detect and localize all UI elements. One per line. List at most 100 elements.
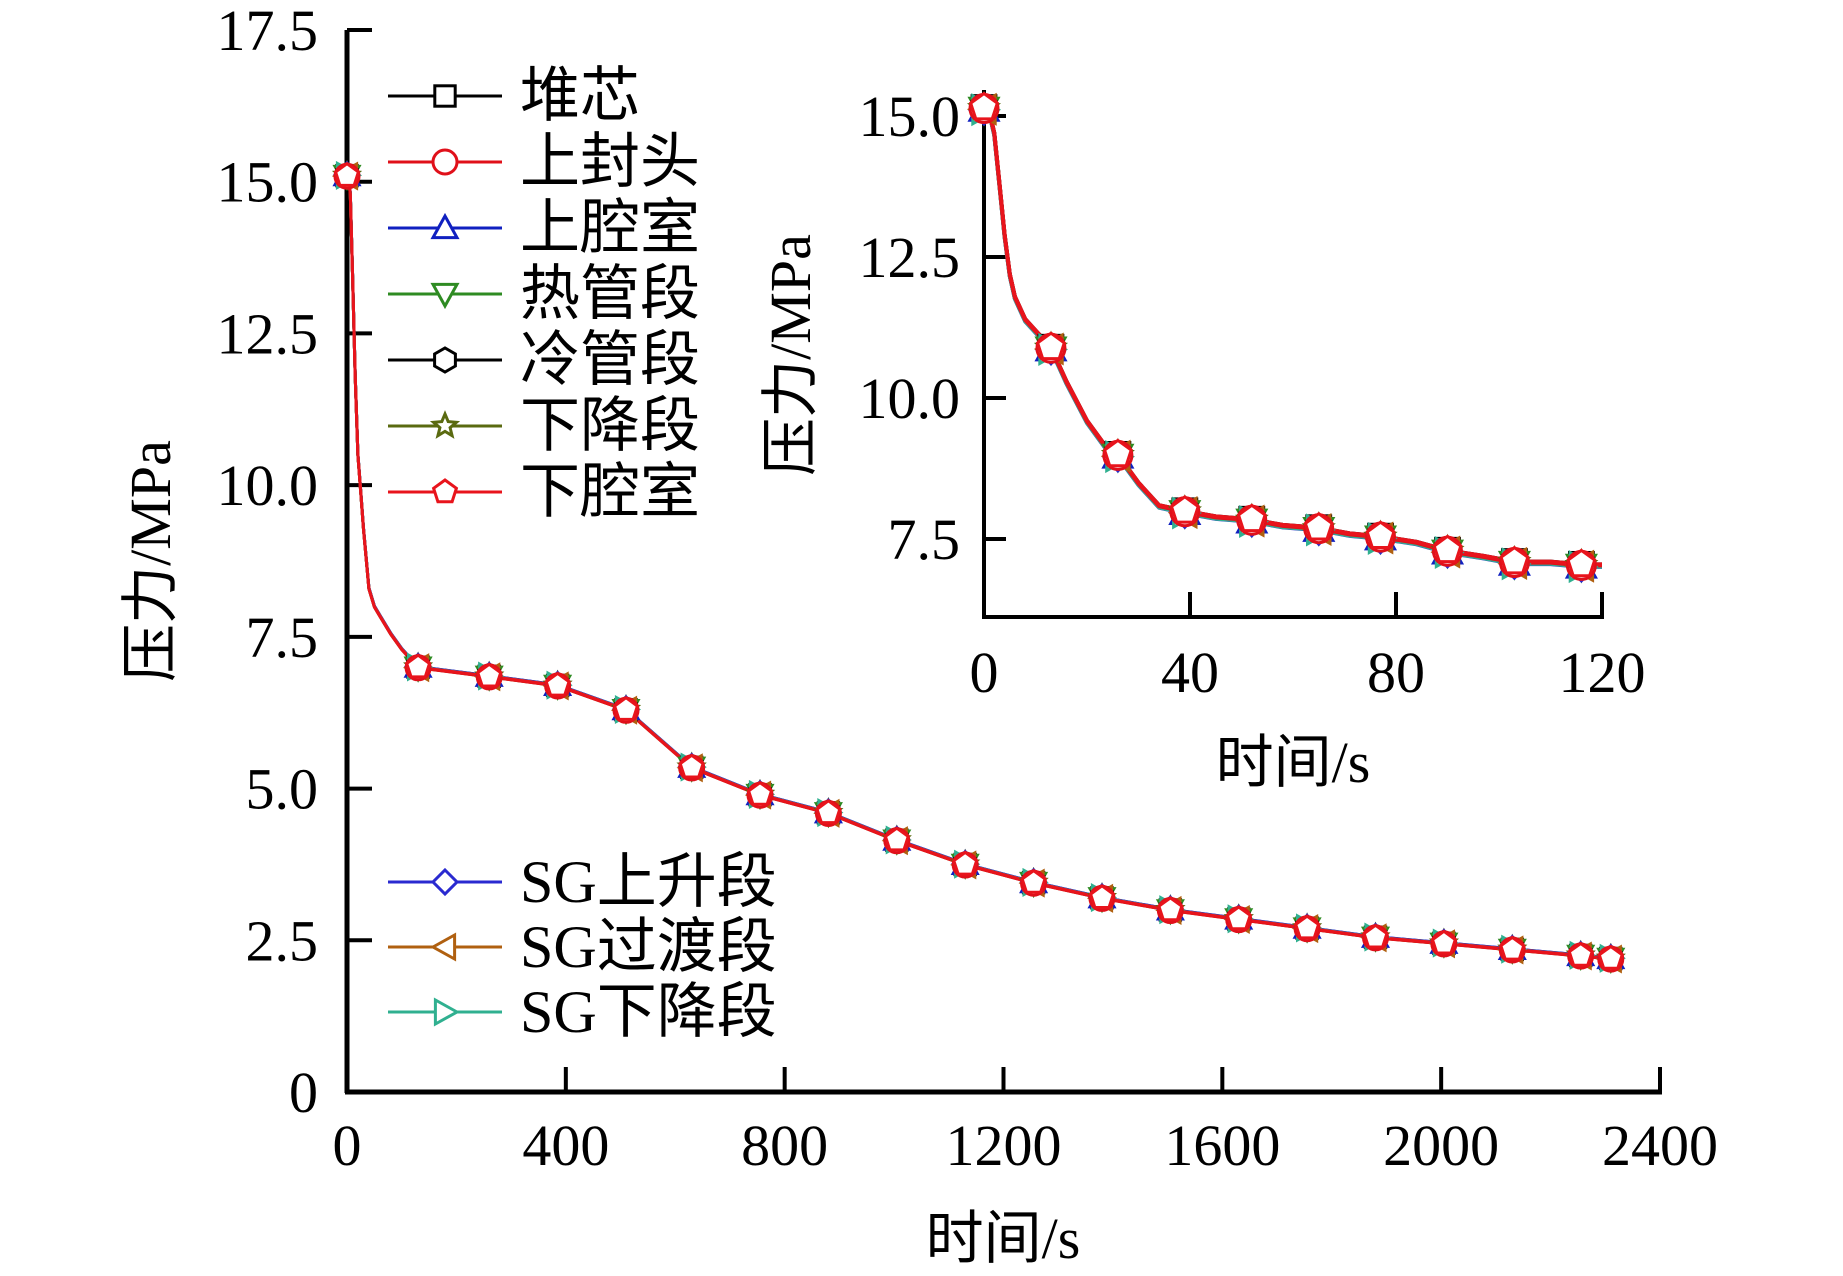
inset-data-point	[1303, 511, 1334, 541]
inset-series-line	[982, 100, 1602, 569]
inset-series-line	[982, 100, 1602, 569]
legend-label: SG下降段	[520, 979, 777, 1045]
legend-item: 上封头	[388, 129, 700, 195]
triangle-left-marker-icon	[429, 932, 457, 962]
x-tick-label: 400	[522, 1113, 609, 1178]
inset-series-line	[982, 98, 1602, 567]
inset-data-point	[1566, 548, 1597, 578]
x-tick-label: 800	[741, 1113, 828, 1178]
y-tick-label: 17.5	[217, 0, 319, 63]
main-y-ticks: 0 2.5 5.0 7.5 10.0 12.5 15.0 17.5	[217, 0, 372, 1125]
legend-item: 上腔室	[388, 195, 700, 261]
main-data-point	[612, 695, 640, 721]
main-data-point	[1225, 905, 1252, 931]
legend-label: 堆芯	[520, 63, 640, 129]
inset-data-point	[1499, 545, 1530, 575]
inset-x-tick-label: 40	[1161, 640, 1219, 705]
inset-x-axis-title: 时间/s	[1216, 730, 1371, 795]
legend-item: SG上升段	[388, 849, 777, 915]
main-data-point	[1430, 929, 1458, 955]
inset-x-tick-label: 0	[970, 640, 999, 705]
y-tick-label: 12.5	[217, 301, 319, 366]
legend-label: 冷管段	[520, 327, 700, 393]
star-marker-icon	[429, 410, 461, 439]
y-tick-label: 0	[289, 1060, 318, 1125]
inset-data-point	[1035, 331, 1067, 361]
main-data-point	[1597, 944, 1624, 970]
main-data-point	[746, 780, 774, 806]
y-tick-label: 2.5	[246, 908, 319, 973]
legend-label: 热管段	[520, 261, 700, 327]
inset-axes: 0 40 80 120 7.5 10.0 12.5 15.0 时间/s 压力/MPa	[758, 84, 1646, 795]
legend-label: 下降段	[520, 393, 700, 459]
inset-series-line	[982, 98, 1602, 567]
y-tick-label: 15.0	[217, 150, 319, 215]
legend-label: 上封头	[520, 129, 700, 195]
inset-series-line	[982, 99, 1602, 568]
main-data-point	[476, 662, 503, 688]
main-data-point	[1362, 923, 1389, 949]
legend-item: 堆芯	[388, 63, 640, 129]
y-tick-label: 10.0	[217, 453, 319, 518]
main-data-point	[544, 671, 571, 697]
main-data-point	[883, 826, 910, 852]
main-data-point	[333, 161, 361, 187]
main-data-point	[1157, 896, 1184, 922]
inset-series-line	[982, 98, 1602, 567]
legend-item: SG过渡段	[388, 914, 777, 980]
diamond-marker-icon	[430, 867, 460, 897]
main-plot-area	[331, 159, 1626, 974]
main-x-axis-title: 时间/s	[926, 1206, 1081, 1271]
inset-series-line	[982, 99, 1602, 568]
main-data-point	[1088, 883, 1116, 909]
x-tick-label: 1600	[1164, 1113, 1280, 1178]
legend-item: SG下降段	[388, 979, 777, 1045]
main-data-point	[1499, 935, 1526, 961]
legend-item: 下腔室	[388, 459, 700, 525]
main-data-point	[952, 850, 979, 876]
legend-label: 下腔室	[520, 459, 700, 525]
inset-y-axis-title: 压力/MPa	[758, 234, 823, 476]
legend-label: 上腔室	[520, 195, 700, 261]
main-data-point	[815, 798, 842, 825]
main-y-axis-title: 压力/MPa	[118, 440, 183, 682]
y-tick-label: 7.5	[246, 605, 319, 670]
x-tick-label: 2400	[1602, 1113, 1718, 1178]
triangle-down-marker-icon	[430, 282, 460, 310]
pentagon-marker-icon	[431, 478, 459, 504]
inset-x-tick-label: 120	[1559, 640, 1646, 705]
main-x-ticks: 0 400 800 1200 1600 2000 2400	[333, 1067, 1718, 1178]
legend-label: SG过渡段	[520, 914, 777, 980]
inset-x-tick-label: 80	[1367, 640, 1425, 705]
inset-y-ticks: 7.5 10.0 12.5 15.0	[859, 84, 1006, 572]
inset-y-tick-label: 7.5	[888, 507, 961, 572]
hexagon-marker-icon	[433, 346, 457, 374]
main-axes: 0 400 800 1200 1600 2000 2400 02.55.07.510.012…	[118, 0, 1718, 1271]
circle-marker-icon	[431, 148, 459, 176]
legend-item: 下降段	[388, 393, 700, 459]
x-tick-label: 0	[333, 1113, 362, 1178]
main-data-point	[1020, 868, 1047, 894]
triangle-up-marker-icon	[430, 212, 460, 240]
main-data-point	[1567, 941, 1594, 967]
inset-data-point	[1169, 494, 1200, 524]
x-tick-label: 2000	[1383, 1113, 1499, 1178]
inset-y-tick-label: 10.0	[859, 366, 961, 431]
inset-x-ticks: 0 40 80 120	[970, 592, 1646, 705]
inset-plot-area	[966, 90, 1602, 584]
main-data-point	[1293, 914, 1321, 940]
inset-y-tick-label: 12.5	[859, 225, 961, 290]
inset-data-point	[968, 91, 1000, 121]
inset-data-point	[1365, 520, 1396, 549]
inset-data-point	[1432, 534, 1463, 564]
triangle-right-marker-icon	[433, 997, 461, 1027]
inset-y-tick-label: 15.0	[859, 84, 961, 149]
legend-item: 冷管段	[388, 327, 700, 393]
legend-label: SG上升段	[520, 849, 777, 915]
inset-data-point	[1102, 438, 1133, 468]
inset-series-line	[982, 99, 1602, 568]
x-tick-label: 1200	[946, 1113, 1062, 1178]
